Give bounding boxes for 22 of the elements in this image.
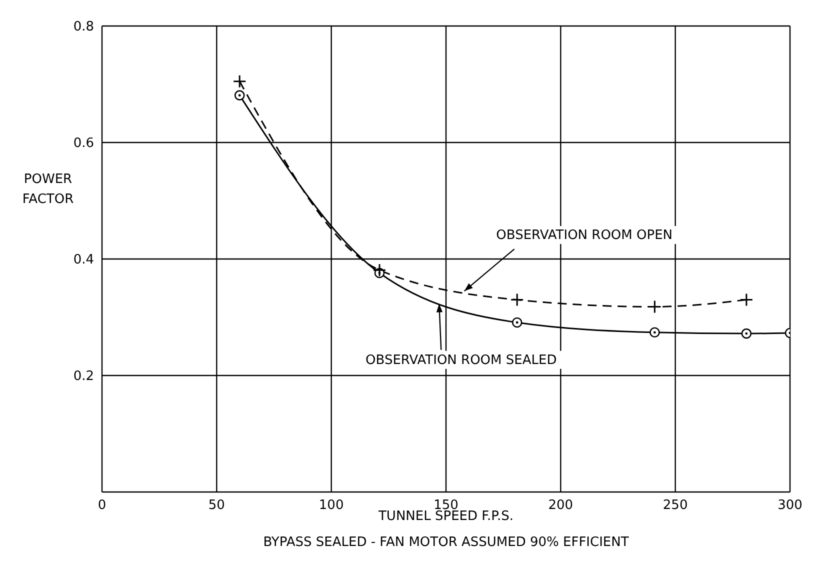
x-tick-label: 0 [98, 498, 106, 514]
point [234, 90, 245, 100]
text: BYPASS SEALED - FAN MOTOR ASSUMED 90% EFFICIENT [263, 535, 629, 550]
x-tick-label: 50 [208, 498, 225, 514]
x-tick-label: 250 [662, 498, 688, 514]
y-tick-label: 0.6 [73, 136, 94, 152]
point [650, 327, 660, 338]
point [740, 293, 754, 307]
point [512, 317, 522, 328]
y-tick-label: 0.2 [73, 369, 94, 384]
point [510, 293, 524, 307]
point [232, 74, 246, 88]
x-tick-label: 200 [548, 498, 574, 514]
x-tick-label: 100 [318, 498, 344, 514]
point [372, 263, 386, 277]
x-tick-label: 300 [778, 498, 802, 514]
annotation: OBSERVATION ROOM SEALED [366, 352, 557, 368]
point [741, 328, 752, 339]
y-axis-title: POWER FACTOR [22, 172, 74, 207]
y-tick-label: 0.4 [73, 252, 94, 268]
annotation: OBSERVATION ROOM OPEN [496, 228, 673, 244]
y-tick-label: 0.8 [73, 20, 94, 35]
